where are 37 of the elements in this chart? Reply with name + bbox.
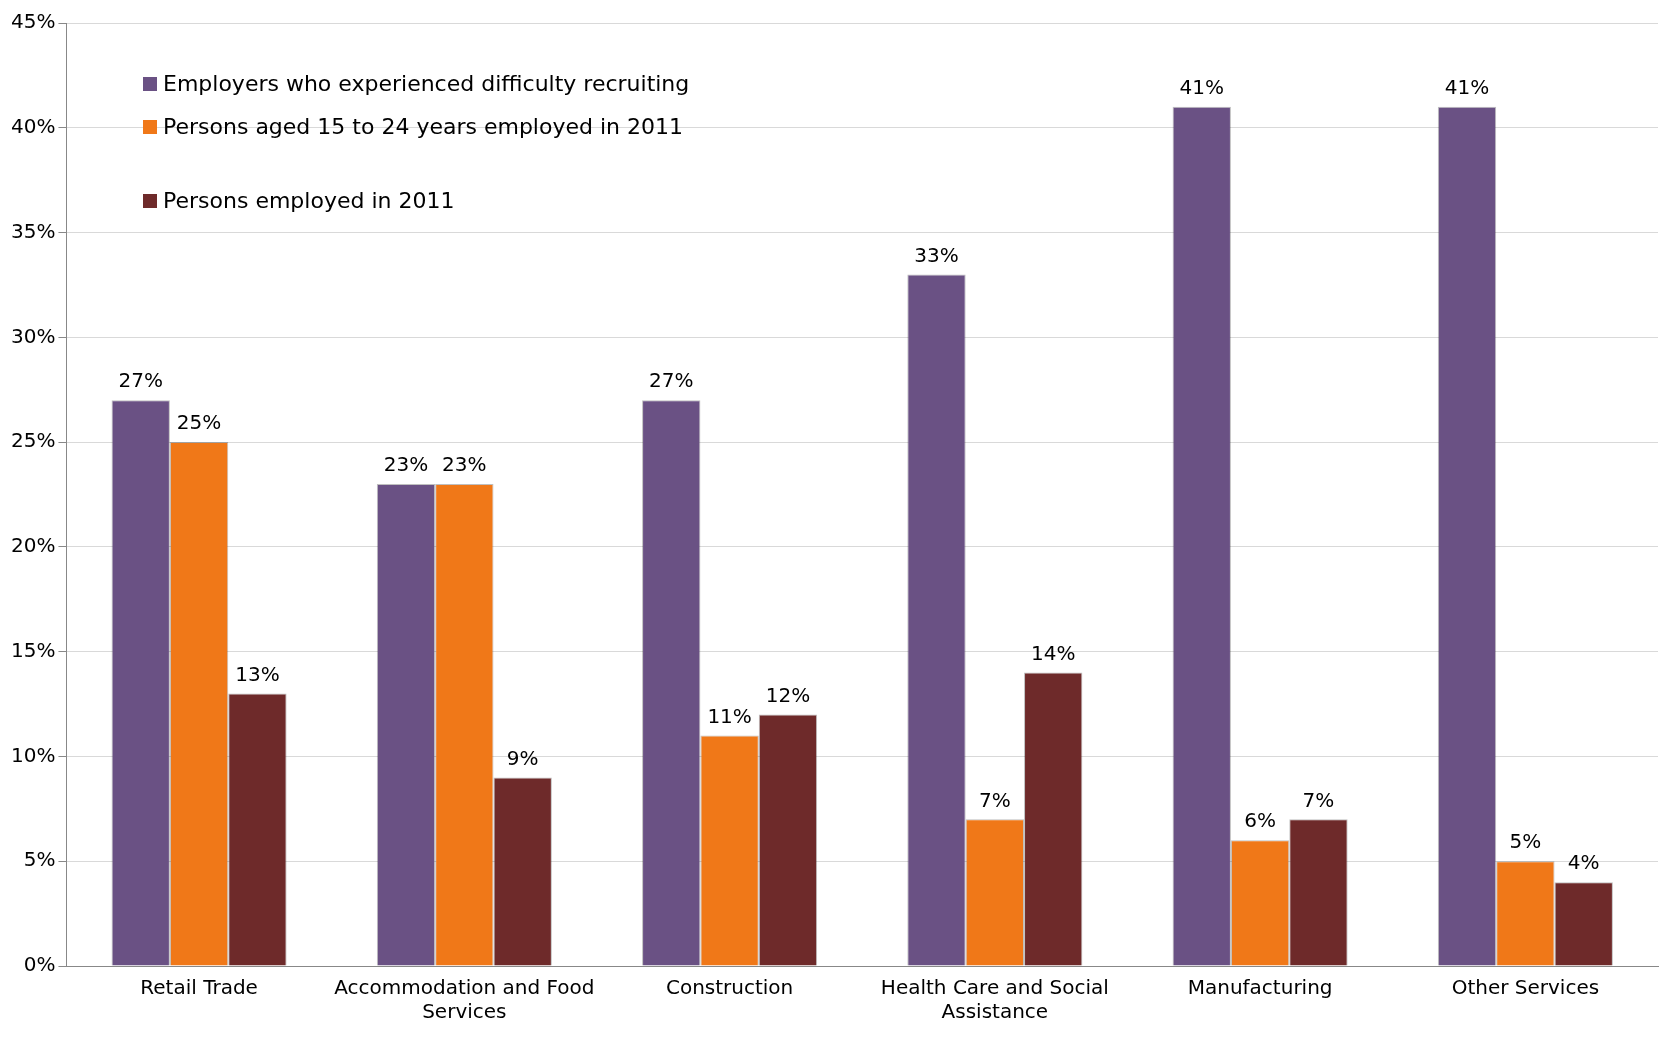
x-tick-label: Manufacturing: [1187, 975, 1333, 1000]
y-tick-label: 45%: [11, 9, 56, 34]
data-label: 7%: [978, 787, 1011, 812]
y-tick-label: 40%: [11, 113, 56, 138]
data-label: 41%: [1444, 75, 1490, 100]
x-tick-label: Other Services: [1451, 975, 1600, 1000]
legend-label: Persons aged 15 to 24 years employed in 2011: [163, 113, 683, 141]
y-tick-label: 10%: [11, 742, 56, 767]
x-tick-label: Accommodation and Food Services: [334, 975, 595, 1024]
data-label: 33%: [914, 242, 959, 267]
x-tick-label: Retail Trade: [140, 975, 258, 1000]
legend-label: Employers who experienced difficulty recruiting: [163, 70, 690, 98]
data-label: 23%: [442, 452, 487, 477]
y-tick-label: 30%: [11, 323, 56, 348]
data-label: 27%: [649, 368, 694, 393]
data-label: 4%: [1567, 850, 1600, 875]
y-tick-label: 25%: [11, 428, 56, 453]
data-label: 27%: [118, 368, 163, 393]
data-label: 7%: [1302, 787, 1335, 812]
y-tick-label: 5%: [23, 847, 56, 872]
data-label: 23%: [383, 452, 429, 477]
data-label: 41%: [1179, 75, 1224, 100]
data-label: 6%: [1244, 808, 1276, 833]
data-label: 5%: [1509, 829, 1542, 854]
legend-label: Persons employed in 2011: [163, 187, 455, 215]
y-tick-label: 15%: [11, 637, 56, 662]
data-label: 9%: [506, 745, 539, 770]
data-label: 12%: [765, 682, 811, 707]
data-label: 11%: [707, 703, 752, 728]
data-label: 13%: [235, 661, 280, 686]
y-tick-label: 35%: [11, 218, 56, 243]
data-label: 14%: [1030, 640, 1076, 665]
x-tick-label: Construction: [665, 975, 794, 1000]
y-tick-label: 0%: [23, 952, 56, 977]
x-tick-label: Health Care and Social Assistance: [880, 975, 1109, 1024]
data-label: 25%: [176, 410, 222, 435]
y-tick-label: 20%: [11, 533, 56, 558]
